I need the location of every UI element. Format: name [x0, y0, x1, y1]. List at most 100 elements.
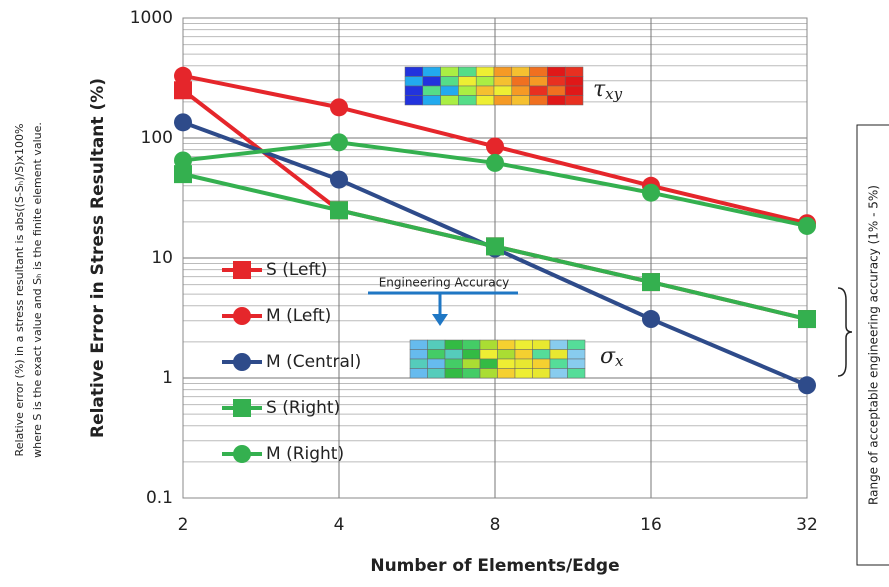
- heat-cell: [565, 86, 583, 96]
- heat-cell: [441, 67, 459, 77]
- legend-label: M (Central): [266, 352, 361, 372]
- heat-cell: [428, 350, 446, 360]
- point: [486, 237, 504, 255]
- heat-cell: [405, 67, 423, 77]
- heat-cell: [405, 96, 423, 106]
- heat-cell: [530, 77, 548, 87]
- heat-cell: [494, 67, 512, 77]
- x-tick-label: 16: [640, 515, 662, 535]
- point: [798, 310, 816, 328]
- point: [174, 113, 192, 131]
- legend-marker: [233, 399, 251, 417]
- heat-cell: [512, 67, 530, 77]
- engineering-accuracy: Engineering Accuracy: [379, 276, 510, 290]
- point: [798, 217, 816, 235]
- heat-cell: [547, 86, 565, 96]
- point: [174, 67, 192, 85]
- heat-cell: [476, 96, 494, 106]
- point: [642, 273, 660, 291]
- heat-cell: [423, 96, 441, 106]
- heat-cell: [410, 369, 428, 379]
- heat-cell: [410, 350, 428, 360]
- heat-cell: [515, 340, 533, 350]
- heat-cell: [550, 350, 568, 360]
- heat-cell: [568, 359, 586, 369]
- heat-cell: [463, 350, 481, 360]
- note-line: Relative error (%) in a stress resultant…: [13, 124, 26, 457]
- y-tick-label: 100: [141, 128, 173, 148]
- heat-cell: [565, 96, 583, 106]
- heat-cell: [441, 77, 459, 87]
- heat-cell: [410, 340, 428, 350]
- heat-cell: [530, 96, 548, 106]
- note-line: where S is the exact value and Sₕ is the…: [31, 122, 44, 458]
- heat-cell: [515, 350, 533, 360]
- heat-cell: [445, 359, 463, 369]
- heat-cell: [410, 359, 428, 369]
- x-tick-label: 8: [490, 515, 501, 535]
- heat-cell: [463, 359, 481, 369]
- y-axis-title: Relative Error in Stress Resultant (%): [88, 78, 108, 438]
- point: [486, 137, 504, 155]
- heat-cell: [530, 86, 548, 96]
- x-tick-label: 2: [178, 515, 189, 535]
- heat-cell: [423, 67, 441, 77]
- symbol: σ: [600, 344, 616, 369]
- heat-cell: [428, 359, 446, 369]
- y-tick-label: 1000: [130, 8, 173, 28]
- heat-cell: [441, 86, 459, 96]
- legend-label: M (Right): [266, 444, 344, 464]
- x-axis-title: Number of Elements/Edge: [370, 556, 619, 576]
- heat-cell: [463, 369, 481, 379]
- heat-cell: [550, 340, 568, 350]
- heat-cell: [458, 86, 476, 96]
- x-tick-label: 4: [334, 515, 345, 535]
- heat-cell: [494, 96, 512, 106]
- x-tick-label: 32: [796, 515, 818, 535]
- legend-label: S (Right): [266, 398, 340, 418]
- heat-cell: [550, 359, 568, 369]
- heat-cell: [565, 67, 583, 77]
- point: [642, 184, 660, 202]
- sigma-label: σx: [600, 344, 624, 370]
- heat-cell: [565, 77, 583, 87]
- legend-marker: [233, 261, 251, 279]
- point: [330, 201, 348, 219]
- point: [174, 151, 192, 169]
- legend-marker: [233, 307, 251, 325]
- heat-cell: [515, 369, 533, 379]
- heat-cell: [498, 350, 516, 360]
- heat-cell: [480, 340, 498, 350]
- point: [330, 171, 348, 189]
- point: [798, 376, 816, 394]
- heat-cell: [533, 340, 551, 350]
- heat-cell: [458, 96, 476, 106]
- subscript: x: [615, 352, 624, 370]
- heat-cell: [498, 369, 516, 379]
- point: [330, 98, 348, 116]
- y-tick-label: 1: [162, 368, 173, 388]
- heat-cell: [441, 96, 459, 106]
- heat-cell: [405, 77, 423, 87]
- point: [486, 154, 504, 172]
- chart: Number of Elements/Edge Relative Error i…: [0, 0, 889, 583]
- legend-label: S (Left): [266, 260, 327, 280]
- heat-cell: [423, 86, 441, 96]
- heat-cell: [428, 369, 446, 379]
- arrow-head: [432, 314, 448, 326]
- heat-cell: [568, 350, 586, 360]
- heat-cell: [515, 359, 533, 369]
- legend-label: M (Left): [266, 306, 331, 326]
- heat-cell: [458, 67, 476, 77]
- heat-cell: [480, 369, 498, 379]
- heat-cell: [423, 77, 441, 87]
- heat-cell: [494, 77, 512, 87]
- heat-cell: [458, 77, 476, 87]
- heat-cell: [445, 369, 463, 379]
- heat-cell: [498, 340, 516, 350]
- heat-cell: [512, 96, 530, 106]
- point: [330, 133, 348, 151]
- heat-cell: [533, 359, 551, 369]
- range-note: Range of acceptable engineering accuracy…: [867, 185, 881, 505]
- legend-marker: [233, 353, 251, 371]
